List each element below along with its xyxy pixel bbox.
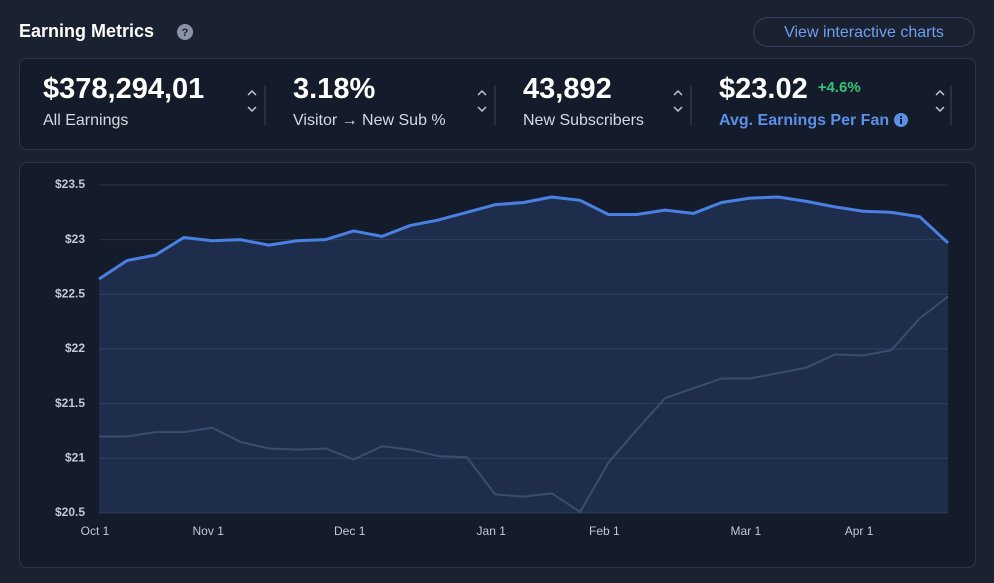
sort-toggle[interactable] bbox=[245, 85, 267, 125]
series-area bbox=[99, 197, 948, 513]
metric-label: Visitor → New Sub % bbox=[293, 112, 446, 129]
help-icon[interactable]: ? bbox=[177, 24, 193, 40]
x-tick-label: Mar 1 bbox=[731, 524, 762, 538]
y-tick-label: $21.5 bbox=[55, 396, 85, 410]
sort-toggle[interactable] bbox=[933, 85, 955, 125]
metrics-panel: $378,294,01 All Earnings 3.18% Visitor → N… bbox=[19, 58, 976, 150]
x-tick-label: Apr 1 bbox=[845, 524, 874, 538]
y-tick-label: $23 bbox=[65, 232, 85, 246]
y-tick-label: $22.5 bbox=[55, 287, 85, 301]
chart: $20.5 $21 $21.5 $22 $22.5 $23 $23.5 Oct 1 Nov 1 D… bbox=[19, 162, 976, 568]
y-tick-label: $22 bbox=[65, 341, 85, 355]
x-tick-label: Feb 1 bbox=[589, 524, 620, 538]
info-icon[interactable] bbox=[893, 113, 908, 127]
series-line bbox=[99, 295, 949, 513]
y-tick-label: $20.5 bbox=[55, 505, 85, 519]
metric-value: $23.02 bbox=[719, 73, 808, 105]
metric[interactable]: $23.02 +4.6% Avg. Earnings Per Fan bbox=[719, 73, 908, 130]
series-line bbox=[98, 195, 950, 281]
x-tick-label: Oct 1 bbox=[81, 524, 110, 538]
svg-text:?: ? bbox=[182, 27, 189, 39]
metric-value: 3.18% bbox=[293, 73, 376, 105]
metric-value: $378,294,01 bbox=[43, 73, 205, 105]
metric-label: New Subscribers bbox=[523, 112, 644, 129]
x-tick-label: Jan 1 bbox=[477, 524, 507, 538]
metric[interactable]: 43,892 New Subscribers bbox=[523, 73, 644, 130]
metric[interactable]: $378,294,01 All Earnings bbox=[43, 73, 204, 130]
y-tick-label: $23.5 bbox=[55, 177, 85, 191]
metric-label: All Earnings bbox=[43, 112, 129, 129]
view-charts-button[interactable]: View interactive charts bbox=[753, 17, 975, 47]
sort-toggle[interactable] bbox=[475, 85, 497, 125]
page-title: Earning Metrics bbox=[19, 21, 155, 41]
x-tick-label: Dec 1 bbox=[334, 524, 366, 538]
metric-label: Avg. Earnings Per Fan bbox=[719, 112, 890, 129]
metric-value: 43,892 bbox=[523, 73, 612, 105]
y-tick-label: $21 bbox=[65, 451, 85, 465]
x-tick-label: Nov 1 bbox=[193, 524, 225, 538]
metric-change: +4.6% bbox=[817, 79, 861, 96]
metric[interactable]: 3.18% Visitor → New Sub % bbox=[293, 73, 446, 130]
sort-toggle[interactable] bbox=[671, 85, 693, 125]
